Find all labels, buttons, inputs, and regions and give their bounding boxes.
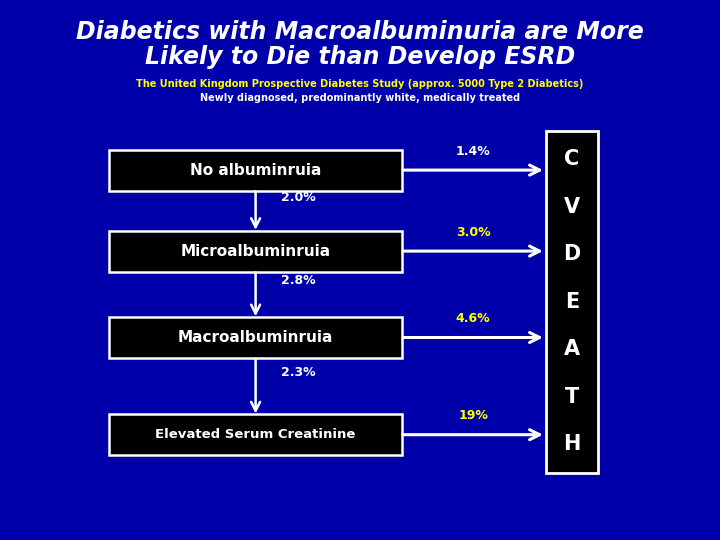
Text: 4.6%: 4.6% [456,312,490,325]
Text: V: V [564,197,580,217]
Text: Elevated Serum Creatinine: Elevated Serum Creatinine [156,428,356,441]
Text: Likely to Die than Develop ESRD: Likely to Die than Develop ESRD [145,45,575,69]
Text: 1.4%: 1.4% [456,145,490,158]
Text: Newly diagnosed, predominantly white, medically treated: Newly diagnosed, predominantly white, me… [200,93,520,103]
FancyBboxPatch shape [109,231,402,272]
FancyBboxPatch shape [109,414,402,455]
Text: 3.0%: 3.0% [456,226,490,239]
Text: C: C [564,149,580,170]
Text: 19%: 19% [458,409,488,422]
Text: A: A [564,339,580,360]
Text: Macroalbuminruia: Macroalbuminruia [178,330,333,345]
Text: 2.0%: 2.0% [281,191,315,204]
Text: 2.3%: 2.3% [281,366,315,379]
Text: T: T [565,387,579,407]
FancyBboxPatch shape [109,150,402,191]
Text: D: D [564,244,580,265]
Text: H: H [563,434,581,455]
Text: Diabetics with Macroalbuminuria are More: Diabetics with Macroalbuminuria are More [76,21,644,44]
Text: E: E [565,292,579,312]
Text: 2.8%: 2.8% [281,274,315,287]
Text: No albuminruia: No albuminruia [190,163,321,178]
Text: The United Kingdom Prospective Diabetes Study (approx. 5000 Type 2 Diabetics): The United Kingdom Prospective Diabetes … [136,79,584,89]
FancyBboxPatch shape [109,317,402,358]
Text: Microalbuminruia: Microalbuminruia [181,244,330,259]
FancyBboxPatch shape [546,131,598,473]
